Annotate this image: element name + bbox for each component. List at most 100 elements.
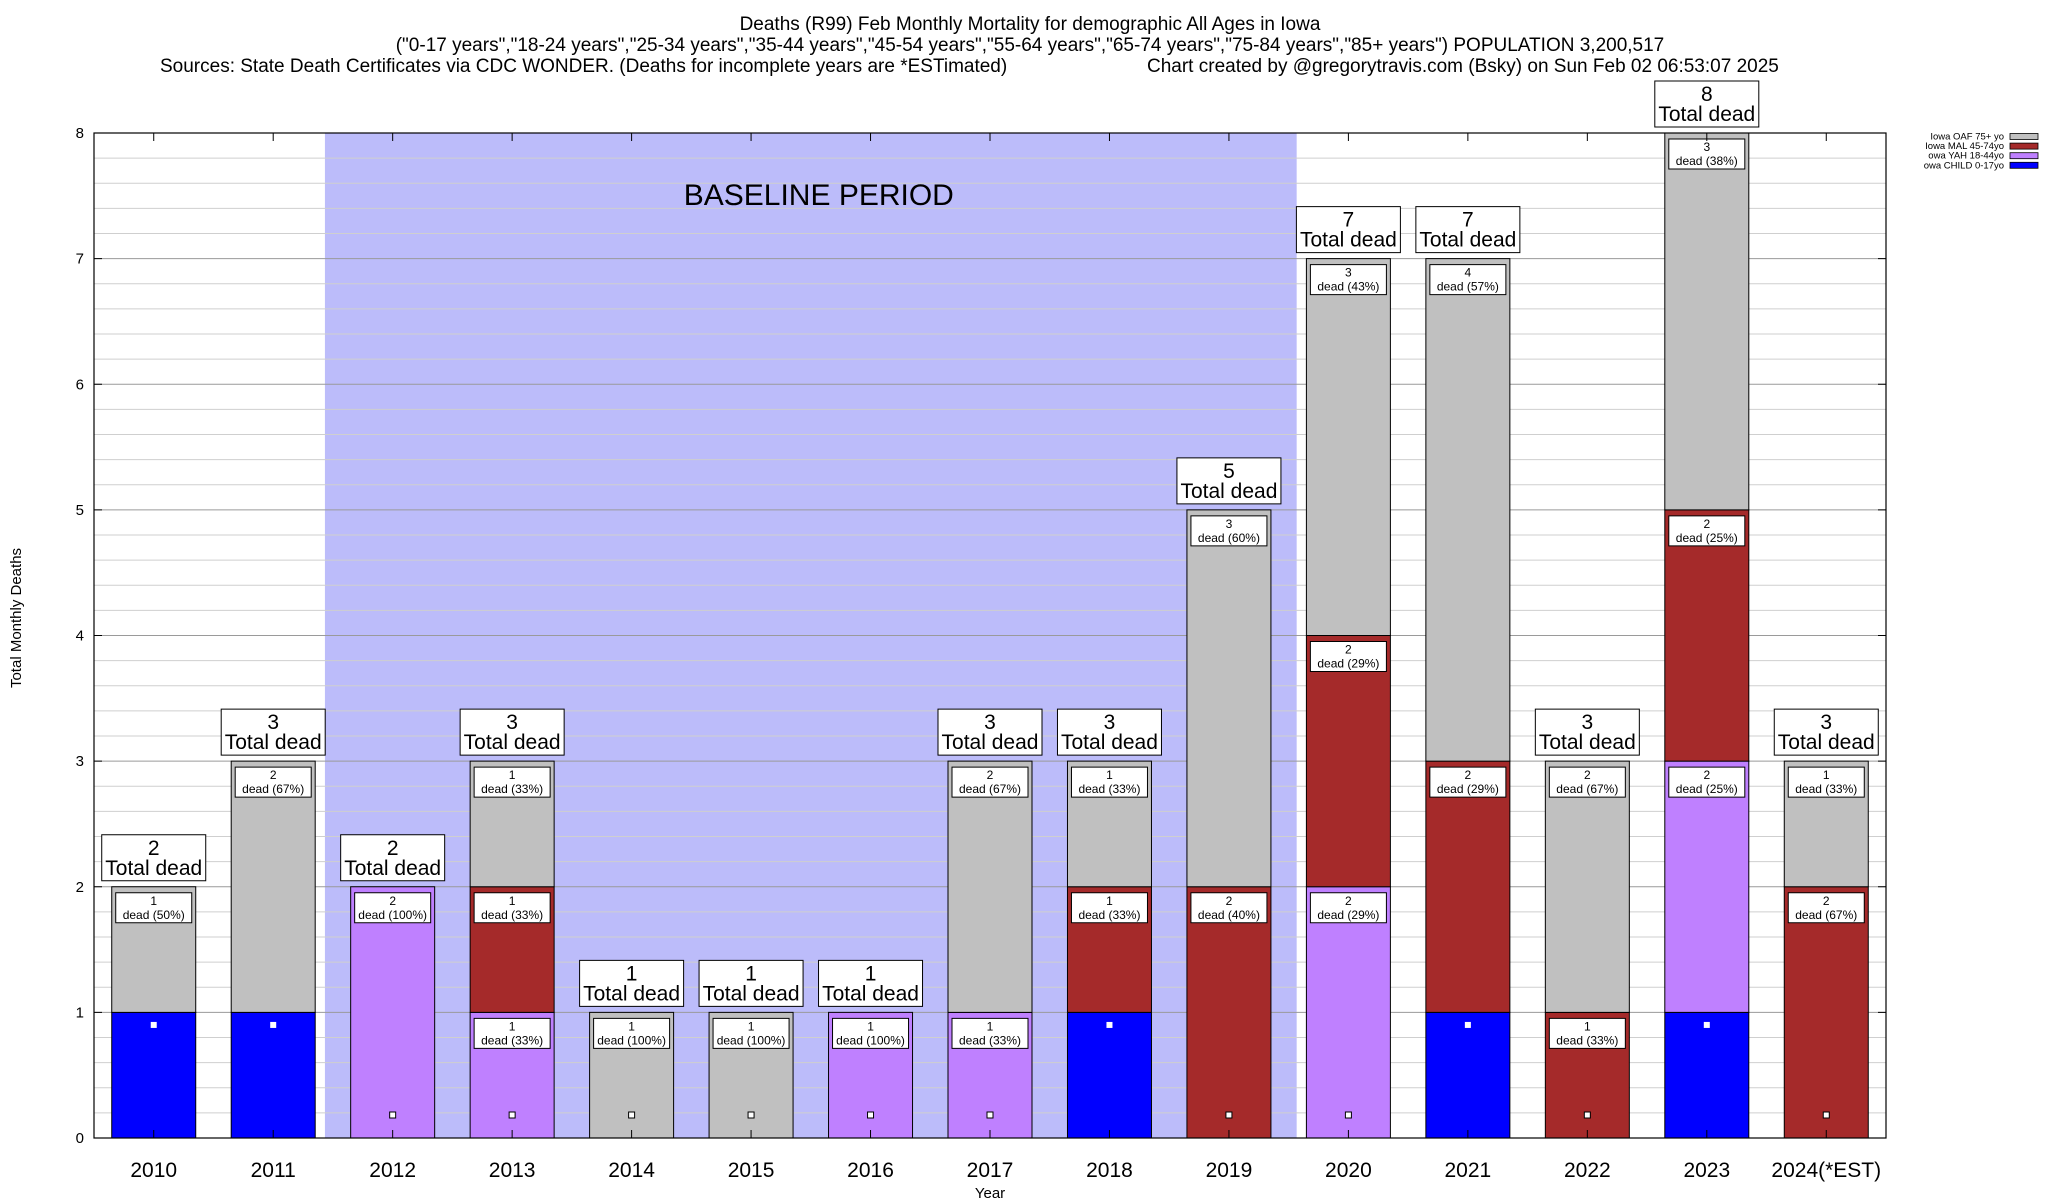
child-marker <box>270 1021 277 1028</box>
segment-label-count: 1 <box>628 1019 635 1033</box>
bar-segment <box>1066 1011 1152 1139</box>
total-label-box <box>1056 708 1162 756</box>
segment-label-box <box>1309 641 1387 672</box>
total-label-box <box>1654 80 1760 128</box>
legend-entry: owa YAH 18-44yo <box>1928 151 2039 162</box>
total-label-text: Total dead <box>1539 731 1636 754</box>
total-label-text: Total dead <box>703 982 800 1005</box>
zero-child-marker <box>1225 1111 1233 1119</box>
total-label-text: Total dead <box>1300 229 1397 252</box>
total-label-box <box>579 959 685 1007</box>
bar-segment <box>947 760 1033 1013</box>
chart-header: Deaths (R99) Feb Monthly Mortality for d… <box>160 14 1779 77</box>
segment-label-box <box>1190 892 1268 924</box>
baseline-label: BASELINE PERIOD <box>684 179 954 212</box>
x-tick-label: 2019 <box>1206 1159 1253 1182</box>
segment-label-box <box>1668 766 1746 798</box>
segment-label-count: 2 <box>1465 768 1472 782</box>
total-label-value: 1 <box>745 962 757 985</box>
total-label-box <box>818 959 924 1007</box>
segment-label-box <box>473 1017 551 1049</box>
y-tick-label: 5 <box>76 502 84 519</box>
segment-label-box <box>1668 515 1746 547</box>
segment-label-text: dead (67%) <box>242 782 304 796</box>
total-label-value: 3 <box>1581 711 1593 734</box>
zero-child-marker <box>1344 1111 1352 1119</box>
total-label-box <box>937 708 1043 756</box>
segment-label-count: 1 <box>867 1019 874 1033</box>
segment-label-count: 1 <box>1823 768 1830 782</box>
segment-label-text: dead (33%) <box>1078 782 1140 796</box>
segment-label-count: 3 <box>1703 140 1710 154</box>
segment-label-text: dead (29%) <box>1437 782 1499 796</box>
segment-label-box <box>1429 264 1507 296</box>
legend-entry: owa CHILD 0-17yo <box>1924 160 2039 171</box>
segment-label-box <box>593 1017 671 1049</box>
x-axis-label: Year <box>975 1185 1005 1200</box>
segment-label-text: dead (50%) <box>123 908 185 922</box>
total-label-text: Total dead <box>464 731 561 754</box>
zero-child-marker <box>867 1111 875 1119</box>
segment-label-box <box>1548 1017 1626 1049</box>
child-marker <box>150 1021 157 1028</box>
zero-child-marker <box>747 1111 755 1119</box>
bar-segment <box>1664 760 1750 1013</box>
total-label-value: 3 <box>267 711 279 734</box>
y-tick-label: 8 <box>76 125 84 142</box>
legend-swatch <box>2009 133 2039 140</box>
segment-label-text: dead (33%) <box>959 1033 1021 1047</box>
bar-segment <box>1425 258 1511 762</box>
segment-label-box <box>712 1017 790 1049</box>
x-tick-label: 2012 <box>369 1159 416 1182</box>
segment-label-count: 2 <box>1345 894 1352 908</box>
segment-label-box <box>1429 766 1507 798</box>
x-tick-label: 2015 <box>728 1159 775 1182</box>
legend-label: Iowa OAF 75+ yo <box>1930 132 2004 143</box>
segment-label-box <box>951 1017 1029 1049</box>
segment-label-box <box>1190 515 1268 547</box>
segment-label-text: dead (60%) <box>1198 531 1260 545</box>
x-tick-label: 2020 <box>1325 1159 1372 1182</box>
segment-label-text: dead (25%) <box>1676 531 1738 545</box>
bar-segment <box>1305 258 1391 636</box>
segment-label-text: dead (25%) <box>1676 782 1738 796</box>
bar-segment <box>1425 760 1511 1013</box>
total-label-box <box>1295 206 1401 254</box>
segment-label-box <box>115 892 193 924</box>
total-label-text: Total dead <box>1658 103 1755 126</box>
segment-label-count: 3 <box>1226 517 1233 531</box>
total-label-value: 3 <box>984 711 996 734</box>
total-label-value: 5 <box>1223 460 1235 483</box>
y-tick-label: 2 <box>76 879 84 896</box>
segment-label-count: 2 <box>389 894 396 908</box>
segment-label-count: 1 <box>509 894 516 908</box>
total-label-box <box>1534 708 1640 756</box>
total-label-text: Total dead <box>583 982 680 1005</box>
bar-segment <box>111 1011 197 1139</box>
child-marker <box>1106 1021 1113 1028</box>
segment-label-text: dead (29%) <box>1317 657 1379 671</box>
total-label-text: Total dead <box>105 857 202 880</box>
x-tick-label: 2014 <box>608 1159 655 1182</box>
segment-label-box <box>473 766 551 798</box>
